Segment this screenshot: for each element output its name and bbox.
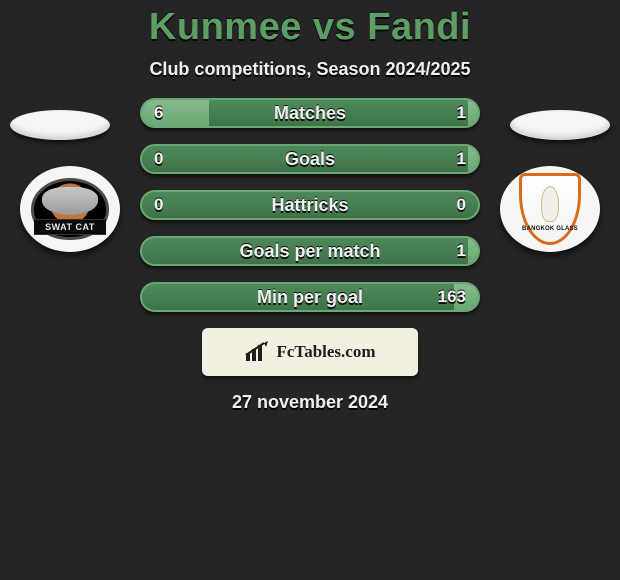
comparison-widget: Kunmee vs Fandi Club competitions, Seaso… xyxy=(0,0,620,413)
metric-value-left: 6 xyxy=(154,100,163,126)
brand-badge[interactable]: FcTables.com xyxy=(202,328,418,376)
metric-value-right: 1 xyxy=(457,146,466,172)
metric-value-left: 0 xyxy=(154,192,163,218)
metric-label: Min per goal xyxy=(142,284,478,310)
metric-value-right: 1 xyxy=(457,100,466,126)
metric-fill-right xyxy=(468,146,478,172)
metric-label: Goals xyxy=(142,146,478,172)
club-badge-right: BANGKOK GLASS xyxy=(500,166,600,252)
brand-text: FcTables.com xyxy=(276,342,375,362)
metric-label: Hattricks xyxy=(142,192,478,218)
metric-bar: 163Min per goal xyxy=(140,282,480,312)
page-title: Kunmee vs Fandi xyxy=(0,6,620,49)
club-badge-left: SWAT CAT xyxy=(20,166,120,252)
metric-fill-right xyxy=(468,100,478,126)
metric-label: Goals per match xyxy=(142,238,478,264)
metric-value-right: 1 xyxy=(457,238,466,264)
metric-bar: 0 0Hattricks xyxy=(140,190,480,220)
player-platform-right xyxy=(510,110,610,140)
brand-chart-icon xyxy=(244,341,270,363)
club-crest-right: BANGKOK GLASS xyxy=(519,173,581,245)
club-crest-right-text: BANGKOK GLASS xyxy=(522,226,578,232)
metric-bar: 61Matches xyxy=(140,98,480,128)
club-crest-left-text: SWAT CAT xyxy=(34,219,106,235)
stage: SWAT CAT BANGKOK GLASS 61Matches01Goals0… xyxy=(0,98,620,312)
metric-bar: 1Goals per match xyxy=(140,236,480,266)
metric-fill-left xyxy=(142,100,209,126)
metric-value-right: 163 xyxy=(438,284,466,310)
page-subtitle: Club competitions, Season 2024/2025 xyxy=(0,59,620,80)
metric-bar: 0 1Goals xyxy=(140,144,480,174)
snapshot-date: 27 november 2024 xyxy=(0,392,620,413)
player-platform-left xyxy=(10,110,110,140)
metric-fill-right xyxy=(468,238,478,264)
metric-bars: 61Matches01Goals00Hattricks1Goals per ma… xyxy=(140,98,480,312)
club-crest-left: SWAT CAT xyxy=(31,178,109,240)
metric-value-right: 0 xyxy=(457,192,466,218)
metric-value-left: 0 xyxy=(154,146,163,172)
